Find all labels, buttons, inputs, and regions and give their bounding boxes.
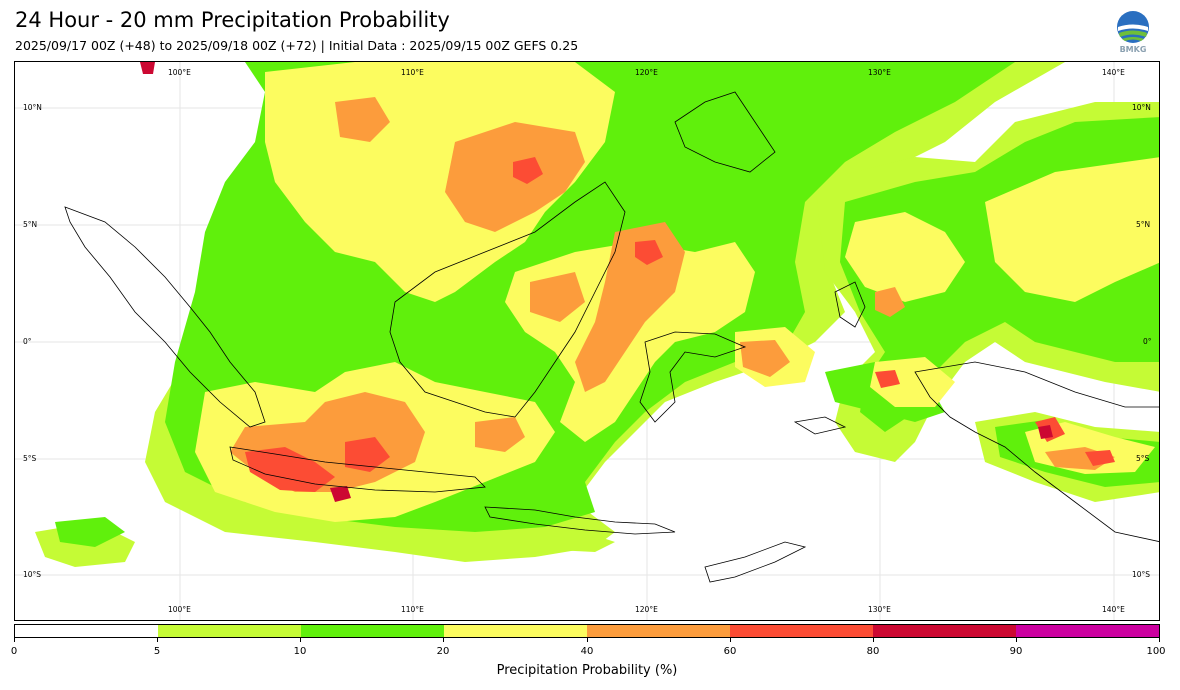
lon-label-top-100e: 100°E (168, 68, 191, 77)
precipitation-map: 100°E 110°E 120°E 130°E 140°E 100°E 110°… (14, 61, 1160, 621)
colorbar-bin-10-20 (301, 625, 444, 637)
lat-label-right-10s: 10°S (1132, 570, 1151, 579)
colorbar-tick-40: 40 (580, 646, 594, 657)
coastlines (64, 91, 1159, 583)
colorbar-tickmark (443, 638, 444, 642)
colorbar-tick-20: 20 (436, 646, 450, 657)
lon-label-bottom-130e: 130°E (868, 605, 891, 614)
map-title: 24 Hour - 20 mm Precipitation Probabilit… (15, 8, 450, 32)
colorbar-tick-60: 60 (723, 646, 737, 657)
prob-layer-60-80 (245, 157, 1115, 492)
colorbar-tickmark (157, 638, 158, 642)
lon-label-bottom-100e: 100°E (168, 605, 191, 614)
bmkg-logo: BMKG (1114, 10, 1152, 56)
colorbar-bin-60-80 (730, 625, 873, 637)
colorbar-tick-5: 5 (153, 646, 161, 657)
map-canvas (15, 62, 1159, 620)
prob-layer-80-90 (140, 62, 1053, 502)
colorbar-tickmark (873, 638, 874, 642)
colorbar-title: Precipitation Probability (%) (496, 663, 678, 678)
colorbar (14, 624, 1160, 638)
logo-text: BMKG (1120, 45, 1147, 54)
colorbar-tickmark (1016, 638, 1017, 642)
lon-label-top-110e: 110°E (401, 68, 424, 77)
lat-label-right-10n: 10°N (1132, 103, 1151, 112)
colorbar-tick-80: 80 (866, 646, 880, 657)
bmkg-globe-logo-icon: BMKG (1117, 11, 1149, 54)
lat-label-left-5s: 5°S (23, 454, 37, 463)
lat-label-left-10n: 10°N (23, 103, 42, 112)
lat-label-left-10s: 10°S (23, 570, 42, 579)
lat-label-right-0: 0° (1143, 337, 1152, 346)
colorbar-tickmark (587, 638, 588, 642)
lat-label-left-5n: 5°N (23, 220, 38, 229)
lon-label-top-130e: 130°E (868, 68, 891, 77)
colorbar-tickmark (14, 638, 15, 642)
lon-label-top-140e: 140°E (1102, 68, 1125, 77)
colorbar-tickmark (1159, 638, 1160, 642)
lat-label-right-5n: 5°N (1136, 220, 1151, 229)
colorbar-tick-0: 0 (10, 646, 18, 657)
lon-label-bottom-140e: 140°E (1102, 605, 1125, 614)
lat-label-right-5s: 5°S (1136, 454, 1150, 463)
colorbar-bin-5-10 (158, 625, 301, 637)
map-subtitle: 2025/09/17 00Z (+48) to 2025/09/18 00Z (… (15, 38, 579, 53)
lon-label-bottom-110e: 110°E (401, 605, 424, 614)
colorbar-tick-90: 90 (1009, 646, 1023, 657)
colorbar-tick-100: 100 (1146, 646, 1166, 657)
colorbar-bin-20-40 (444, 625, 587, 637)
colorbar-bin-40-60 (587, 625, 730, 637)
lon-label-top-120e: 120°E (635, 68, 658, 77)
lat-label-left-0: 0° (23, 337, 32, 346)
colorbar-tick-10: 10 (293, 646, 307, 657)
colorbar-bin-80-90 (873, 625, 1016, 637)
colorbar-bin-0-5 (15, 625, 158, 637)
lon-label-bottom-120e: 120°E (635, 605, 658, 614)
colorbar-bin-90-100 (1016, 625, 1159, 637)
colorbar-tickmark (730, 638, 731, 642)
colorbar-tickmark (300, 638, 301, 642)
